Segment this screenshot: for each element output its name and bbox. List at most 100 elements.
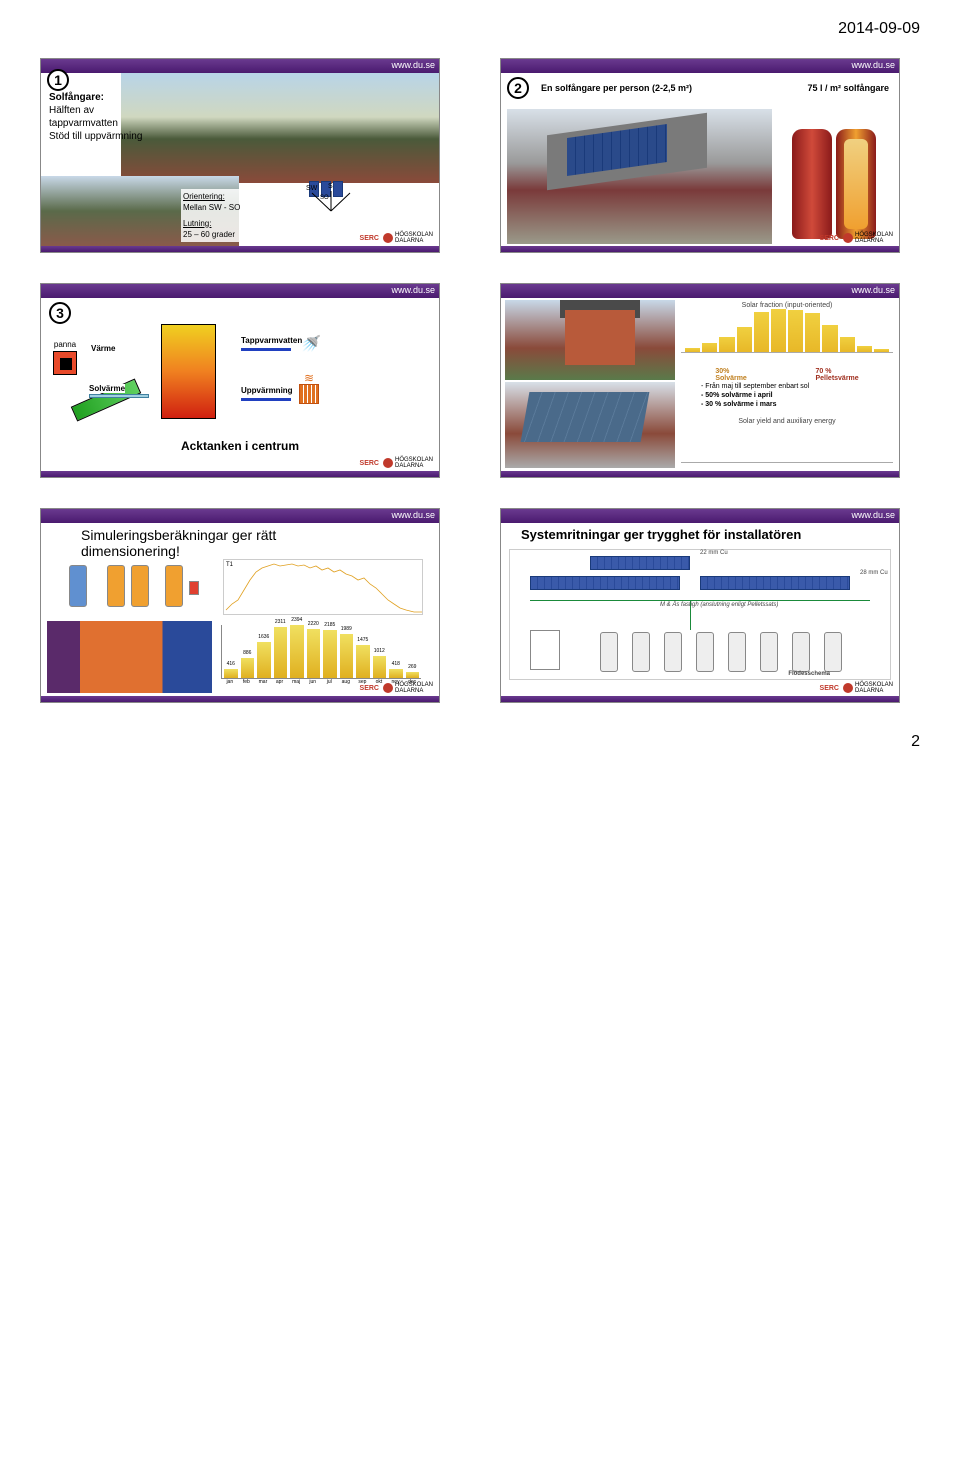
- hd-logo: HÖGSKOLANDALARNA: [843, 682, 893, 694]
- control-box: [530, 630, 560, 670]
- banner-top: [501, 509, 899, 523]
- tappvarmvatten-label: Tappvarmvatten: [241, 336, 302, 345]
- url-label: www.du.se: [851, 285, 895, 295]
- url-label: www.du.se: [391, 60, 435, 70]
- house-photo-2: [505, 382, 675, 468]
- slide-3: www.du.se 3 panna Värme Tappvarmvatten 🚿…: [40, 283, 440, 478]
- slide-2: www.du.se 2 En solfångare per person (2-…: [500, 58, 900, 253]
- hd-l2: DALARNA: [855, 238, 893, 244]
- system-drawing: 22 mm Cu 28 mm Cu M & Ås fastigh (anslut…: [509, 549, 891, 680]
- orientation-block: Orientering: Mellan SW - SO Lutning: 25 …: [181, 189, 301, 242]
- serc-logo: SERC: [360, 685, 379, 692]
- serc-logo: SERC: [820, 235, 839, 242]
- flodesschema-label: Flödesschema: [788, 671, 830, 677]
- slide-grid: www.du.se 1 Solfångare: Hälften av tappv…: [40, 58, 920, 703]
- sol-pct: 30%: [715, 368, 729, 375]
- hd-l2: DALARNA: [395, 463, 433, 469]
- slide5-title: Simuleringsberäkningar ger rättdimension…: [81, 527, 276, 559]
- page-date: 2014-09-09: [40, 20, 920, 38]
- chart1-title: Solar fraction (input-oriented): [681, 302, 893, 309]
- lutning-heading: Lutning:: [183, 218, 299, 229]
- panna-label: panna: [54, 340, 76, 349]
- simulation-schematic: [47, 557, 217, 617]
- accumulator-tank-icon: [161, 324, 216, 419]
- slide3-title: Acktanken i centrum: [41, 439, 439, 453]
- logo-row: SERC HÖGSKOLANDALARNA: [360, 682, 433, 694]
- solar-yield-chart: Solar yield and auxiliary energy: [681, 418, 893, 466]
- label-28mm: 28 mm Cu: [860, 570, 888, 576]
- banner-top: [41, 509, 439, 523]
- compass-s: S: [328, 183, 333, 190]
- logo-row: SERC HÖGSKOLANDALARNA: [360, 232, 433, 244]
- slide-1: www.du.se 1 Solfångare: Hälften av tappv…: [40, 58, 440, 253]
- banner-top: [41, 59, 439, 73]
- compass-icon: SW S SO: [306, 189, 356, 222]
- slide1-text: Solfångare: Hälften av tappvarmvatten St…: [49, 91, 142, 143]
- banner-bottom: [501, 471, 899, 477]
- sankey-diagram: [47, 621, 212, 693]
- hd-logo: HÖGSKOLANDALARNA: [383, 457, 433, 469]
- slide1-heading: Solfångare:: [49, 91, 142, 104]
- step-number: 3: [49, 302, 71, 324]
- tank-cutaway: [836, 129, 876, 239]
- hd-l2: DALARNA: [395, 688, 433, 694]
- wire-h1: [530, 600, 870, 601]
- serc-logo: SERC: [360, 235, 379, 242]
- hd-l2: DALARNA: [855, 688, 893, 694]
- pel-pct: 70 %: [815, 368, 831, 375]
- slide1-line1: Hälften av: [49, 104, 142, 117]
- banner-bottom: [501, 696, 899, 702]
- chart2-title: Solar yield and auxiliary energy: [681, 418, 893, 425]
- slide2-text-row: En solfångare per person (2-2,5 m²) 75 l…: [541, 83, 889, 93]
- uppvarmning-label: Uppvärmning: [241, 386, 293, 395]
- banner-bottom: [41, 246, 439, 252]
- pel-label: Pelletsvärme: [815, 375, 858, 382]
- solar-fraction-chart: Solar fraction (input-oriented): [681, 302, 893, 364]
- banner-top: [41, 284, 439, 298]
- note-label: M & Ås fastigh (anslutning enligt Pellet…: [660, 602, 778, 608]
- radiator-icon: [299, 384, 319, 404]
- shower-icon: 🚿: [301, 334, 321, 354]
- slide6-title: Systemritningar ger trygghet för install…: [521, 527, 801, 542]
- slide2-right-text: 75 l / m² solfångare: [807, 83, 889, 93]
- boiler-block: panna: [53, 340, 77, 375]
- photo-landscape: [121, 73, 439, 183]
- tapp-arrow: [241, 348, 291, 351]
- step-number: 1: [47, 69, 69, 91]
- slide1-line3: Stöd till uppvärmning: [49, 130, 142, 143]
- bullet-1: - Från maj till september enbart sol: [701, 382, 889, 391]
- solvarme-label: Solvärme: [89, 384, 125, 393]
- hd-logo: HÖGSKOLANDALARNA: [383, 232, 433, 244]
- orient-heading: Orientering:: [183, 191, 299, 202]
- house-photo-1: [505, 300, 675, 380]
- uppvarmning-arrow: [241, 398, 291, 401]
- banner-bottom: [41, 471, 439, 477]
- banner-top: [501, 59, 899, 73]
- label-22mm: 22 mm Cu: [700, 550, 728, 556]
- bullet-list: - Från maj till september enbart sol - 5…: [701, 382, 889, 409]
- url-label: www.du.se: [391, 285, 435, 295]
- boiler-icon: [53, 351, 77, 375]
- solvarme-arrow: [89, 394, 149, 398]
- varme-label: Värme: [91, 344, 115, 353]
- serc-logo: SERC: [820, 685, 839, 692]
- bullet-3: - 30 % solvärme i mars: [701, 400, 889, 409]
- banner-bottom: [501, 246, 899, 252]
- logo-row: SERC HÖGSKOLANDALARNA: [360, 457, 433, 469]
- chart2-bars: [681, 425, 893, 463]
- slide-5: www.du.se Simuleringsberäkningar ger rät…: [40, 508, 440, 703]
- logo-row: SERC HÖGSKOLANDALARNA: [820, 682, 893, 694]
- percentage-row: 30%Solvärme 70 %Pelletsvärme: [681, 368, 893, 382]
- lutning-value: 25 – 60 grader: [183, 229, 299, 240]
- t1-label: T1: [226, 562, 233, 568]
- serc-logo: SERC: [360, 460, 379, 467]
- bullet-2: - 50% solvärme i april: [701, 391, 889, 400]
- panel-row-2a: [530, 576, 680, 590]
- compass-so: SO: [320, 195, 329, 201]
- url-label: www.du.se: [851, 60, 895, 70]
- slide-4: www.du.se Solar fraction (input-oriented…: [500, 283, 900, 478]
- compass-sw: SW: [306, 185, 317, 192]
- sol-label: Solvärme: [715, 375, 747, 382]
- banner-bottom: [41, 696, 439, 702]
- panel-row-1: [590, 556, 690, 570]
